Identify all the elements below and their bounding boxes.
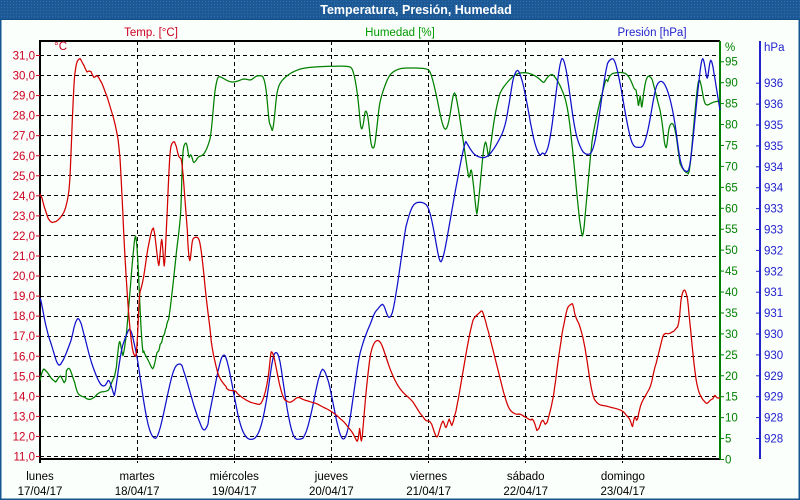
svg-text:26,0: 26,0: [13, 151, 35, 163]
svg-text:21/04/17: 21/04/17: [406, 486, 451, 498]
svg-text:930: 930: [764, 329, 783, 341]
svg-text:931: 931: [764, 287, 783, 299]
svg-text:11,0: 11,0: [13, 452, 35, 464]
svg-text:10: 10: [725, 413, 738, 425]
svg-text:24,0: 24,0: [13, 191, 35, 203]
svg-text:20: 20: [725, 371, 738, 383]
svg-text:22,0: 22,0: [13, 231, 35, 243]
svg-text:20/04/17: 20/04/17: [309, 486, 354, 498]
svg-text:lunes: lunes: [26, 471, 54, 483]
svg-text:934: 934: [764, 162, 784, 174]
svg-text:15: 15: [725, 392, 738, 404]
svg-text:17,0: 17,0: [13, 331, 35, 343]
svg-text:14,0: 14,0: [13, 391, 35, 403]
svg-text:13,0: 13,0: [13, 411, 35, 423]
svg-text:Humedad [%]: Humedad [%]: [365, 27, 435, 39]
svg-text:12,0: 12,0: [13, 431, 35, 443]
svg-text:30,0: 30,0: [13, 71, 35, 83]
svg-text:80: 80: [725, 120, 738, 132]
svg-text:martes: martes: [120, 471, 155, 483]
svg-text:sábado: sábado: [507, 471, 545, 483]
svg-text:Temp. [°C]: Temp. [°C]: [124, 27, 178, 39]
svg-text:55: 55: [725, 224, 738, 236]
svg-text:936: 936: [764, 78, 783, 90]
svg-text:domingo: domingo: [601, 471, 645, 483]
svg-text:95: 95: [725, 57, 738, 69]
svg-text:85: 85: [725, 99, 738, 111]
svg-text:29,0: 29,0: [13, 91, 35, 103]
svg-text:18,0: 18,0: [13, 311, 35, 323]
svg-text:viernes: viernes: [410, 471, 447, 483]
svg-text:929: 929: [764, 392, 783, 404]
svg-text:jueves: jueves: [314, 471, 348, 483]
svg-text:23/04/17: 23/04/17: [601, 486, 646, 498]
svg-text:928: 928: [764, 413, 783, 425]
svg-text:25: 25: [725, 350, 738, 362]
svg-text:25,0: 25,0: [13, 171, 35, 183]
svg-text:23,0: 23,0: [13, 211, 35, 223]
svg-text:hPa: hPa: [764, 42, 785, 54]
svg-text:30: 30: [725, 329, 738, 341]
svg-text:935: 935: [764, 141, 783, 153]
svg-text:%: %: [725, 42, 735, 54]
svg-text:5: 5: [725, 434, 731, 446]
svg-text:936: 936: [764, 99, 783, 111]
svg-text:miércoles: miércoles: [210, 471, 259, 483]
svg-text:935: 935: [764, 120, 783, 132]
svg-text:°C: °C: [54, 41, 67, 53]
svg-text:18/04/17: 18/04/17: [115, 486, 160, 498]
svg-text:932: 932: [764, 245, 783, 257]
svg-text:28,0: 28,0: [13, 111, 35, 123]
svg-text:31,0: 31,0: [13, 51, 35, 63]
svg-text:22/04/17: 22/04/17: [503, 486, 548, 498]
svg-text:928: 928: [764, 434, 783, 446]
svg-text:65: 65: [725, 182, 738, 194]
svg-text:929: 929: [764, 371, 783, 383]
svg-text:27,0: 27,0: [13, 131, 35, 143]
svg-text:932: 932: [764, 266, 783, 278]
svg-text:Presión [hPa]: Presión [hPa]: [617, 27, 686, 39]
svg-text:90: 90: [725, 78, 738, 90]
svg-text:75: 75: [725, 140, 738, 152]
svg-text:19,0: 19,0: [13, 291, 35, 303]
svg-text:40: 40: [725, 287, 738, 299]
svg-text:930: 930: [764, 350, 783, 362]
svg-text:934: 934: [764, 183, 784, 195]
svg-text:21,0: 21,0: [13, 251, 35, 263]
svg-text:17/04/17: 17/04/17: [18, 486, 63, 498]
svg-text:20,0: 20,0: [13, 271, 35, 283]
svg-text:45: 45: [725, 266, 738, 278]
svg-text:50: 50: [725, 245, 738, 257]
svg-text:933: 933: [764, 225, 783, 237]
svg-text:70: 70: [725, 161, 738, 173]
svg-text:Temperatura, Presión, Humedad: Temperatura, Presión, Humedad: [320, 3, 512, 17]
svg-text:933: 933: [764, 204, 783, 216]
svg-text:16,0: 16,0: [13, 351, 35, 363]
svg-text:0: 0: [725, 455, 731, 467]
svg-text:15,0: 15,0: [13, 371, 35, 383]
svg-text:60: 60: [725, 203, 738, 215]
svg-text:35: 35: [725, 308, 738, 320]
svg-text:19/04/17: 19/04/17: [212, 486, 257, 498]
svg-text:931: 931: [764, 308, 783, 320]
